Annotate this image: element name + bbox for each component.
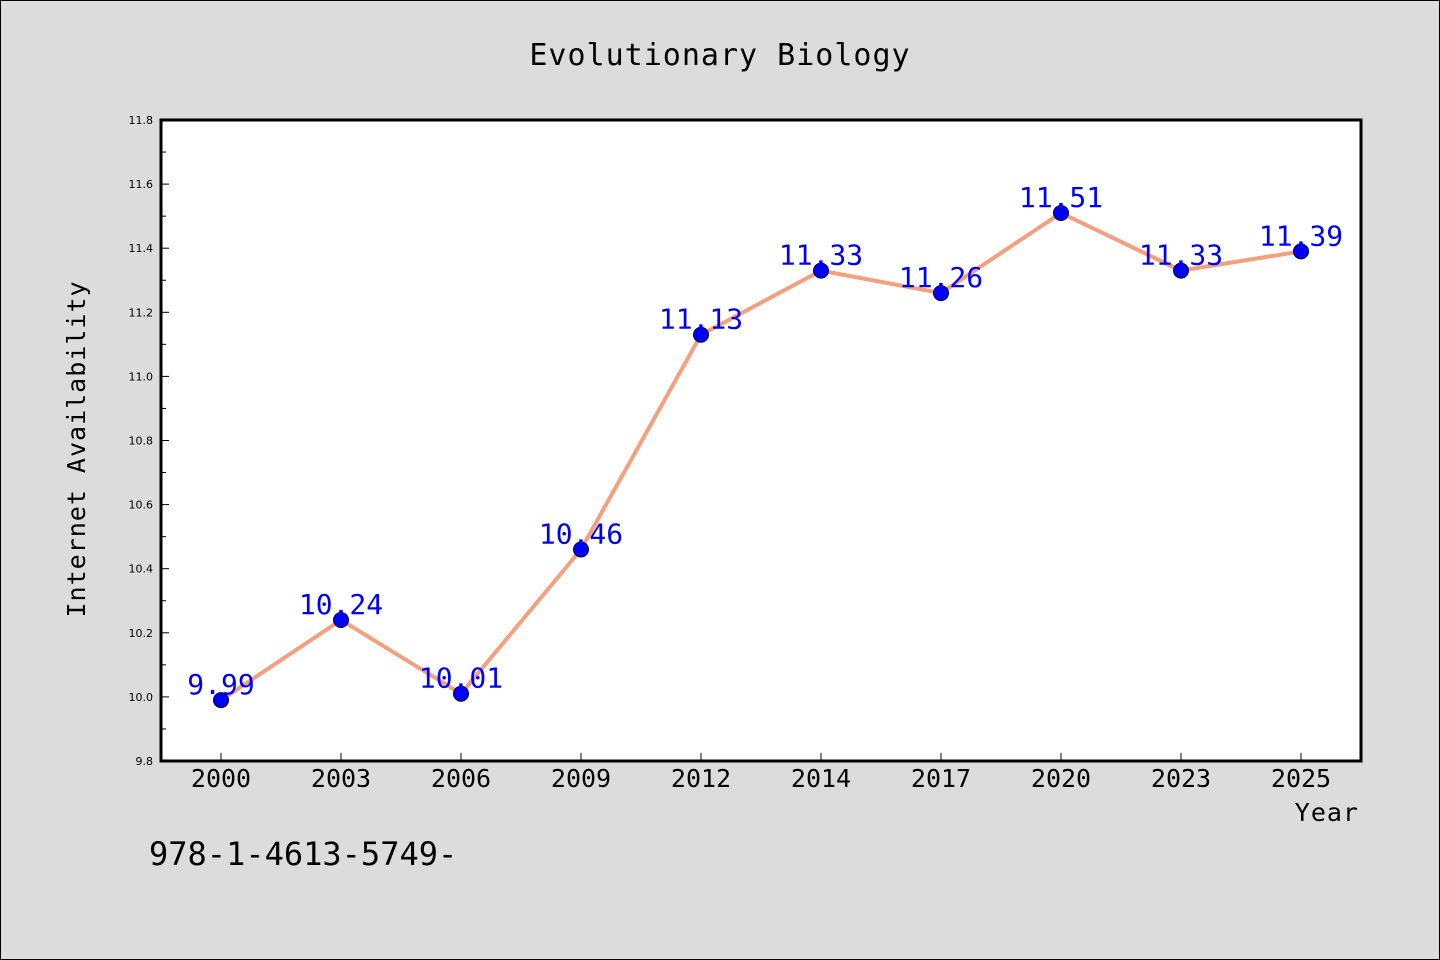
y-tick-label: 11.8 (129, 114, 154, 127)
y-tick-label: 10.8 (129, 435, 154, 448)
y-tick-label: 11.4 (129, 242, 154, 255)
data-label: 11.33 (1139, 239, 1223, 272)
x-tick-label: 2003 (311, 764, 371, 793)
x-tick-label: 2023 (1151, 764, 1211, 793)
y-axis-label: Internet Availability (62, 280, 91, 617)
y-tick-label: 11.6 (129, 178, 154, 191)
data-point-marker (933, 285, 949, 302)
data-point-marker (333, 611, 349, 628)
data-point-marker (213, 692, 229, 709)
x-tick-label: 2000 (191, 764, 251, 793)
data-label: 11.39 (1259, 219, 1343, 252)
data-label: 10.01 (419, 662, 503, 695)
x-tick-label: 2020 (1031, 764, 1091, 793)
y-tick-label: 10.6 (129, 499, 154, 512)
x-tick-label: 2014 (791, 764, 851, 793)
data-point-marker (1053, 204, 1069, 221)
series-line (219, 210, 1302, 702)
data-label: 11.26 (899, 261, 983, 294)
data-point-marker (453, 685, 469, 702)
y-tick-label: 11.2 (129, 306, 154, 319)
x-axis: 2000 2003 2006 2009 2012 2014 2017 2020 2023 2025 (191, 753, 1331, 793)
data-label: 10.46 (539, 517, 623, 550)
chart-title: Evolutionary Biology (529, 38, 910, 73)
y-tick-label: 11.0 (129, 370, 154, 383)
y-tick-label: 9.8 (136, 755, 154, 768)
x-tick-label: 2006 (431, 764, 491, 793)
data-point-marker (573, 541, 589, 558)
data-labels: 9.99 10.24 10.01 10.46 11.13 11.33 11.26 11.51 1… (187, 181, 1343, 701)
x-tick-label: 2012 (671, 764, 731, 793)
data-label: 11.51 (1019, 181, 1103, 214)
y-tick-label: 10.0 (129, 691, 154, 704)
x-tick-label: 2009 (551, 764, 611, 793)
data-point-marker (813, 262, 829, 279)
data-point-marker (1293, 243, 1309, 260)
data-label: 10.24 (299, 588, 383, 621)
data-markers (213, 204, 1309, 709)
x-tick-label: 2017 (911, 764, 971, 793)
y-tick-label: 10.2 (129, 627, 154, 640)
x-axis-label: Year (1295, 798, 1359, 827)
y-axis: 9.8 10.0 10.2 10.4 10.6 10.8 11.0 11.2 11.4 11.6 1… (129, 114, 169, 768)
footer-isbn-text: 978-1-4613-5749- (149, 835, 457, 873)
plot-area (159, 118, 1363, 763)
data-point-marker (1173, 262, 1189, 279)
data-label: 9.99 (187, 668, 254, 701)
data-label: 11.13 (659, 303, 743, 336)
data-point-marker (693, 326, 709, 343)
x-tick-label: 2025 (1271, 764, 1331, 793)
y-tick-label: 10.4 (129, 563, 154, 576)
data-label: 11.33 (779, 239, 863, 272)
